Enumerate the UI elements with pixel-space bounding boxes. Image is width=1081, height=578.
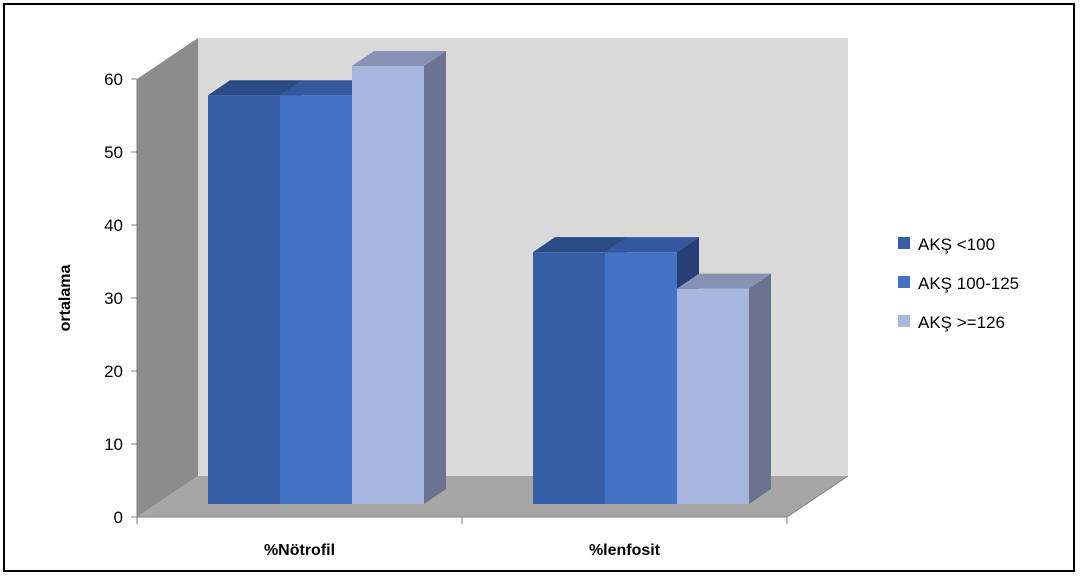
x-category-label: %lenfosit bbox=[589, 542, 661, 559]
y-tick-labels: 0 10 20 30 40 50 60 bbox=[104, 70, 123, 527]
bar-front bbox=[280, 95, 352, 504]
y-tick-label: 50 bbox=[104, 143, 123, 162]
legend-swatch bbox=[898, 276, 910, 288]
legend: AKŞ <100 AKŞ 100-125 AKŞ >=126 bbox=[898, 235, 1019, 332]
bar-side bbox=[749, 273, 771, 504]
floor-edge bbox=[786, 475, 849, 518]
bar-top bbox=[208, 80, 302, 96]
x-category-labels: %Nötrofil %lenfosit bbox=[264, 542, 661, 559]
y-tick-label: 40 bbox=[104, 216, 123, 235]
bar bbox=[677, 273, 771, 504]
x-category-label: %Nötrofil bbox=[264, 542, 335, 559]
bar-side bbox=[424, 51, 446, 504]
bar-top bbox=[352, 51, 446, 66]
y-axis-title: ortalama bbox=[57, 265, 74, 332]
bar-front bbox=[677, 288, 749, 504]
chart-bars bbox=[208, 51, 771, 504]
legend-swatch bbox=[898, 237, 910, 249]
legend-label: AKŞ 100-125 bbox=[918, 274, 1019, 293]
y-tick-label: 60 bbox=[104, 70, 123, 89]
chart-axes bbox=[131, 78, 849, 524]
bar-top bbox=[280, 80, 374, 96]
bar-top bbox=[677, 273, 771, 289]
y-tick-label: 20 bbox=[104, 362, 123, 381]
y-tick-label: 10 bbox=[104, 435, 123, 454]
bar-front bbox=[533, 252, 605, 504]
bar-front bbox=[605, 252, 677, 504]
side-wall bbox=[137, 38, 198, 517]
y-tick-label: 30 bbox=[104, 289, 123, 308]
legend-swatch bbox=[898, 315, 910, 327]
legend-label: AKŞ >=126 bbox=[918, 313, 1005, 332]
y-tick-label: 0 bbox=[114, 508, 123, 527]
bar-front bbox=[352, 66, 424, 504]
bar-top bbox=[533, 237, 627, 253]
bar-front bbox=[208, 95, 280, 504]
bar bbox=[352, 51, 446, 504]
bar-top bbox=[605, 237, 699, 253]
legend-label: AKŞ <100 bbox=[918, 235, 995, 254]
